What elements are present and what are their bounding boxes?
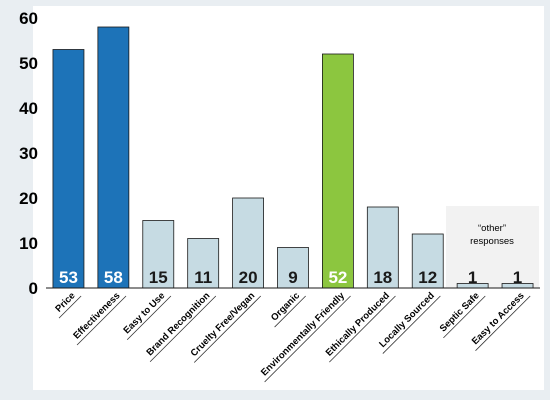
- y-tick-label: 50: [19, 54, 38, 73]
- bar: [142, 220, 175, 289]
- data-label: 1: [468, 268, 477, 287]
- bar: [411, 233, 444, 289]
- data-label: 9: [288, 268, 297, 287]
- category-underline: [76, 295, 127, 346]
- y-tick-label: 10: [19, 234, 38, 253]
- data-label: 58: [104, 268, 123, 287]
- data-label: 15: [149, 268, 168, 287]
- y-tick-label: 60: [19, 9, 38, 28]
- bar: [52, 49, 85, 289]
- bar: [97, 26, 130, 289]
- other-responses-text: “other”: [478, 223, 506, 234]
- category-underline: [126, 295, 172, 341]
- y-tick-label: 40: [19, 99, 38, 118]
- data-label: 11: [194, 268, 212, 287]
- y-axis: 0 10 20 30 40 50 60: [19, 9, 38, 298]
- bar: [366, 206, 399, 289]
- data-label: 53: [59, 268, 78, 287]
- category-underline: [58, 295, 82, 319]
- category-underline: [149, 295, 217, 363]
- bar: [277, 247, 309, 289]
- other-responses-text: responses: [470, 236, 514, 247]
- category-underline: [193, 295, 262, 363]
- bar: [187, 238, 220, 289]
- data-label: 52: [328, 268, 347, 287]
- category-underline: [264, 295, 351, 383]
- category-underline: [475, 295, 531, 351]
- data-label: 18: [373, 268, 392, 287]
- bars: 53 58 15 11 20 9 52 18 12 1 1: [46, 26, 540, 289]
- other-responses-label: “other” responses: [470, 223, 514, 247]
- y-tick-label: 20: [19, 189, 38, 208]
- data-label: 1: [513, 268, 522, 287]
- category-underline: [274, 295, 306, 328]
- category-underline: [329, 295, 396, 363]
- data-label: 12: [418, 268, 437, 287]
- bar: [322, 53, 354, 289]
- other-responses-panel: [446, 206, 539, 288]
- y-tick-label: 30: [19, 144, 38, 163]
- category-underline: [382, 295, 441, 354]
- category-underline: [443, 295, 486, 339]
- y-tick-label: 0: [29, 279, 38, 298]
- data-label: 20: [239, 268, 258, 287]
